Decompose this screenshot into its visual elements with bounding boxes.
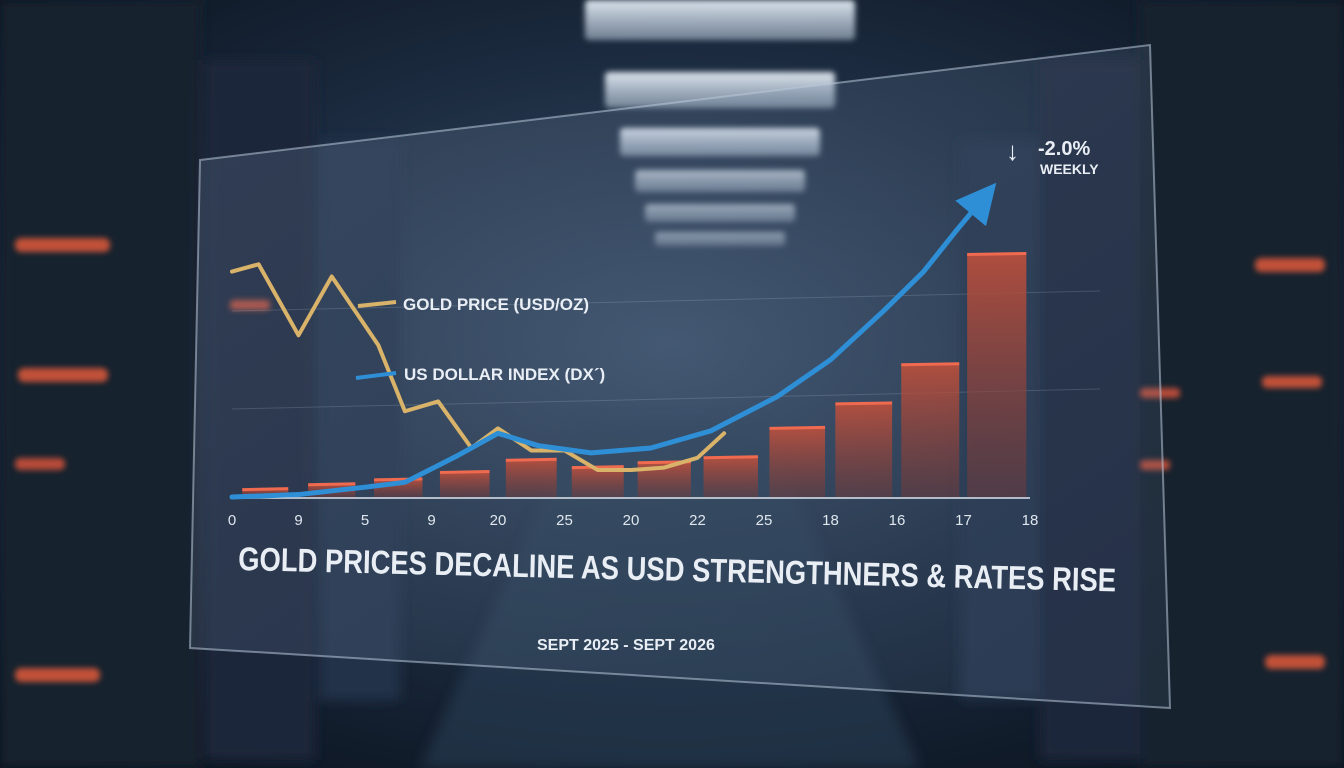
bar [769, 428, 826, 497]
x-tick-label: 25 [756, 512, 773, 529]
bar-cap [242, 487, 289, 492]
x-tick-label: 18 [1022, 512, 1039, 529]
x-tick-label: 22 [689, 512, 706, 529]
bar-cap [439, 470, 490, 474]
bar [835, 403, 893, 497]
x-tick-label: 17 [955, 512, 972, 529]
bar-series [242, 251, 1027, 497]
x-tick-label: 9 [427, 512, 435, 529]
bar [901, 364, 960, 497]
bar [967, 254, 1027, 497]
legend-label-gold: GOLD PRICE (USD/OZ) [403, 295, 589, 314]
x-tick-label: 18 [822, 512, 839, 529]
legend-swatch-usd [355, 371, 397, 380]
annotation-change: -2.0% [1038, 138, 1090, 160]
x-tick-label: 20 [490, 512, 507, 529]
annotation-down-arrow: ↓ [1006, 136, 1019, 166]
bar-cap [769, 425, 826, 430]
x-axis-ticks: 0 9 5 9 20 25 20 22 25 18 16 17 18 [228, 512, 1039, 529]
legend-swatch-gold [357, 300, 397, 308]
x-tick-label: 9 [294, 512, 302, 529]
bar-cap [703, 455, 758, 460]
chart-subtitle: SEPT 2025 - SEPT 2026 [537, 637, 715, 654]
annotation-period: WEEKLY [1040, 161, 1099, 177]
bar [703, 457, 758, 497]
bar [505, 460, 557, 497]
bar-cap [308, 482, 356, 487]
bar [439, 472, 490, 497]
bar [571, 467, 624, 497]
bar-cap [571, 465, 624, 470]
bar-cap [505, 457, 557, 462]
bar-cap [967, 251, 1027, 256]
bar-cap [835, 401, 893, 406]
x-tick-label: 0 [228, 512, 236, 529]
legend-label-usd: US DOLLAR INDEX (DX´) [404, 365, 605, 384]
grid-line [231, 290, 1101, 312]
x-tick-label: 5 [361, 512, 369, 529]
glass-card [188, 43, 1172, 710]
bar-cap [901, 362, 960, 367]
x-tick-label: 16 [889, 512, 906, 529]
usd-index-line [229, 182, 997, 500]
x-tick-label: 25 [556, 512, 573, 529]
x-tick-label: 20 [623, 512, 640, 529]
